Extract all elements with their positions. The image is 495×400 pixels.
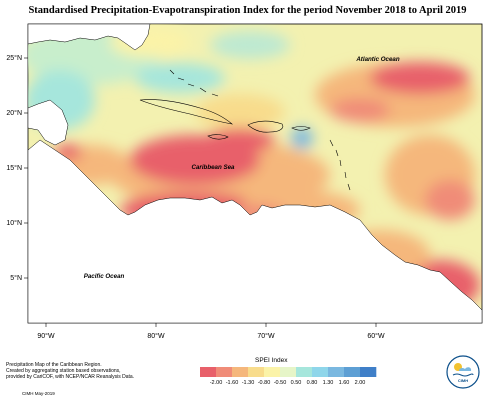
legend-swatch xyxy=(312,367,329,377)
field-north-teal xyxy=(210,31,290,59)
field-east-red xyxy=(425,180,475,220)
legend-tick: -1.60 xyxy=(225,380,239,386)
legend-tick: 0.50 xyxy=(290,380,302,386)
island-bahamas xyxy=(169,69,219,97)
legend-swatch xyxy=(232,367,249,377)
legend-ticks: -2.00 -1.60 -1.30 -0.80 -0.50 0.50 0.80 … xyxy=(198,380,378,390)
legend-swatch xyxy=(248,367,265,377)
map-caption: Precipitation Map of the Caribbean Regio… xyxy=(6,362,171,381)
land-masses xyxy=(28,24,482,323)
caption-line: provided by CariCOF, with NCEP/NCAR Rean… xyxy=(6,374,135,381)
logo-text: CIMH xyxy=(457,378,469,383)
label-caribbean-sea: Caribbean Sea xyxy=(192,164,236,171)
legend-colorbar xyxy=(200,367,377,377)
island-cuba xyxy=(139,99,234,125)
legend-swatch xyxy=(280,367,297,377)
land-yucatan xyxy=(28,99,69,146)
legend-tick: 0.80 xyxy=(306,380,318,386)
legend-swatch xyxy=(200,367,217,377)
legend-tick: -0.80 xyxy=(257,380,271,386)
field-caribbean-red-2 xyxy=(205,128,275,152)
field-puertorico-wet xyxy=(291,127,313,149)
lat-label-10n: 10°N xyxy=(6,219,22,227)
caption-line: Precipitation Map of the Caribbean Regio… xyxy=(6,362,102,368)
field-atlantic-red xyxy=(370,62,470,94)
label-atlantic-ocean: Atlantic Ocean xyxy=(355,56,400,63)
legend-tick: -0.50 xyxy=(273,380,287,386)
lon-ticks xyxy=(45,323,377,327)
legend-swatch xyxy=(216,367,233,377)
lon-label-70w: 70°W xyxy=(257,332,275,340)
map-credit: CIMH May-2019 xyxy=(22,391,55,396)
legend-swatch xyxy=(328,367,345,377)
island-puertorico xyxy=(291,126,311,131)
caption-line: Created by aggregating station based obs… xyxy=(6,368,121,375)
lat-label-25n: 25°N xyxy=(6,54,22,62)
lon-label-90w: 90°W xyxy=(37,332,55,340)
legend-swatch xyxy=(264,367,281,377)
legend-tick: 1.60 xyxy=(338,380,350,386)
logo-wave-icon xyxy=(452,373,474,377)
island-hispaniola xyxy=(247,120,284,133)
land-southamerica xyxy=(28,139,482,323)
cimh-logo xyxy=(446,355,480,389)
land-florida xyxy=(28,24,151,51)
legend-tick: -1.30 xyxy=(241,380,255,386)
lat-label-15n: 15°N xyxy=(6,164,22,172)
lat-ticks xyxy=(24,57,28,279)
legend-tick: 1.30 xyxy=(322,380,334,386)
lat-label-5n: 5°N xyxy=(10,274,22,282)
legend-swatch xyxy=(360,367,377,377)
island-jamaica xyxy=(207,134,229,140)
logo-cloud-icon xyxy=(459,367,472,371)
island-lesser-antilles xyxy=(329,139,351,191)
label-pacific-ocean: Pacific Ocean xyxy=(84,273,125,280)
lon-label-80w: 80°W xyxy=(147,332,165,340)
map-title: Standardised Precipitation-Evapotranspir… xyxy=(28,5,467,16)
islands xyxy=(139,69,351,191)
legend-title: SPEI Index xyxy=(255,357,288,364)
field-cuba-yellow xyxy=(195,94,285,130)
legend-tick: 2.00 xyxy=(354,380,366,386)
legend-tick: -2.00 xyxy=(209,380,223,386)
lon-label-60w: 60°W xyxy=(367,332,385,340)
field-bahamas-teal xyxy=(135,63,225,93)
legend-swatch xyxy=(296,367,313,377)
legend-swatch xyxy=(344,367,361,377)
field-atlantic-red-2 xyxy=(330,98,390,122)
lat-label-20n: 20°N xyxy=(6,109,22,117)
